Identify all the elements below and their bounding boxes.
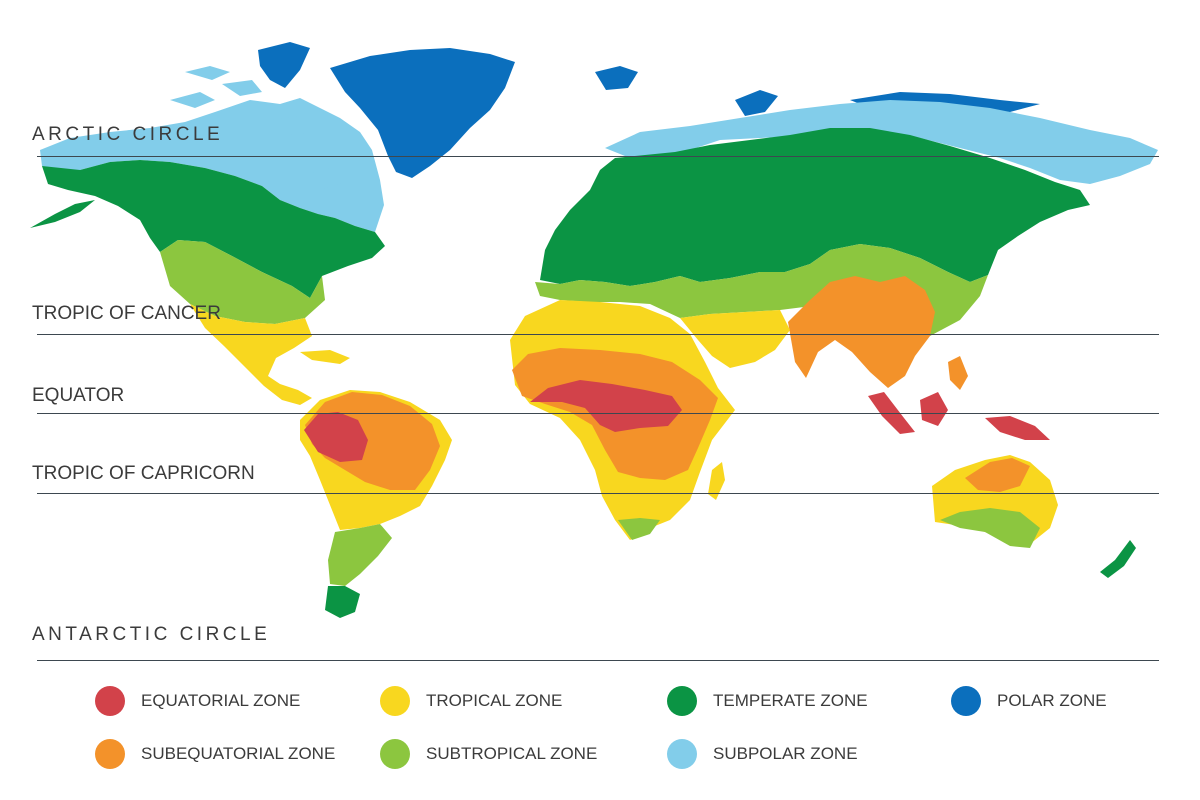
subequatorial-zone-swatch (95, 739, 125, 769)
equator-line (37, 413, 1159, 414)
legend-item-subequatorial: SUBEQUATORIAL ZONE (95, 739, 335, 769)
antarctic-circle-line (37, 660, 1159, 661)
legend-label: TEMPERATE ZONE (713, 691, 868, 710)
madagascar (708, 462, 725, 500)
legend-label: SUBPOLAR ZONE (713, 744, 858, 763)
arctic-circle-line (37, 156, 1159, 157)
alaska-peninsula (30, 200, 95, 228)
legend-item-equatorial: EQUATORIAL ZONE (95, 686, 300, 716)
north-america-subtropical-zone (160, 240, 325, 324)
tropic-of-cancer-line (37, 334, 1159, 335)
severnaya-zemlya (735, 90, 778, 116)
arabian-peninsula (680, 310, 790, 368)
australia-subtropical-zone (940, 508, 1040, 548)
arctic-archipelago (170, 66, 345, 190)
north-america-tropical-zone (190, 304, 312, 405)
eurasia-temperate-zone (540, 128, 1090, 286)
tropic-of-cancer-label: TROPIC OF CANCER (32, 303, 221, 324)
africa (510, 300, 735, 540)
eurasia (535, 100, 1158, 388)
legend-item-temperate: TEMPERATE ZONE (667, 686, 868, 716)
south-america-temperate-zone (325, 586, 360, 618)
australia (932, 455, 1136, 578)
south-america-subtropical-zone (328, 524, 392, 586)
svalbard (595, 66, 638, 90)
tropic-of-capricorn-label: TROPIC OF CAPRICORN (32, 463, 255, 484)
subtropical-zone-swatch (380, 739, 410, 769)
ellesmere-island (258, 42, 310, 88)
eurasia-subpolar-zone (605, 100, 1158, 184)
south-america-equatorial-zone (304, 412, 368, 462)
legend-item-polar: POLAR ZONE (951, 686, 1107, 716)
legend-item-subtropical: SUBTROPICAL ZONE (380, 739, 597, 769)
new-guinea (985, 416, 1050, 440)
tropical-zone-swatch (380, 686, 410, 716)
legend-label: TROPICAL ZONE (426, 691, 563, 710)
borneo (920, 392, 948, 426)
temperate-zone-swatch (667, 686, 697, 716)
legend-item-tropical: TROPICAL ZONE (380, 686, 562, 716)
climate-zone-legend: EQUATORIAL ZONE TROPICAL ZONE TEMPERATE … (95, 686, 1155, 786)
equatorial-zone-swatch (95, 686, 125, 716)
africa-equatorial-zone (530, 380, 682, 432)
australia-subequatorial-zone (965, 458, 1030, 492)
greenland (330, 48, 515, 178)
legend-label: EQUATORIAL ZONE (141, 691, 301, 710)
asia-subequatorial-zone (788, 276, 935, 388)
tropic-of-capricorn-line (37, 493, 1159, 494)
legend-label: POLAR ZONE (997, 691, 1107, 710)
africa-subtropical-zone (618, 518, 660, 540)
legend-label: SUBTROPICAL ZONE (426, 744, 598, 763)
south-america (300, 390, 452, 618)
polar-zone-swatch (951, 686, 981, 716)
subpolar-zone-swatch (667, 739, 697, 769)
legend-item-subpolar: SUBPOLAR ZONE (667, 739, 858, 769)
antarctic-circle-label: ANTARCTIC CIRCLE (32, 624, 271, 645)
philippines (948, 356, 968, 390)
north-america-temperate-zone (42, 160, 385, 298)
arctic-circle-label: ARCTIC CIRCLE (32, 124, 224, 145)
legend-label: SUBEQUATORIAL ZONE (141, 744, 336, 763)
equator-label: EQUATOR (32, 385, 125, 406)
new-zealand (1100, 540, 1136, 578)
caribbean-islands (300, 350, 350, 364)
